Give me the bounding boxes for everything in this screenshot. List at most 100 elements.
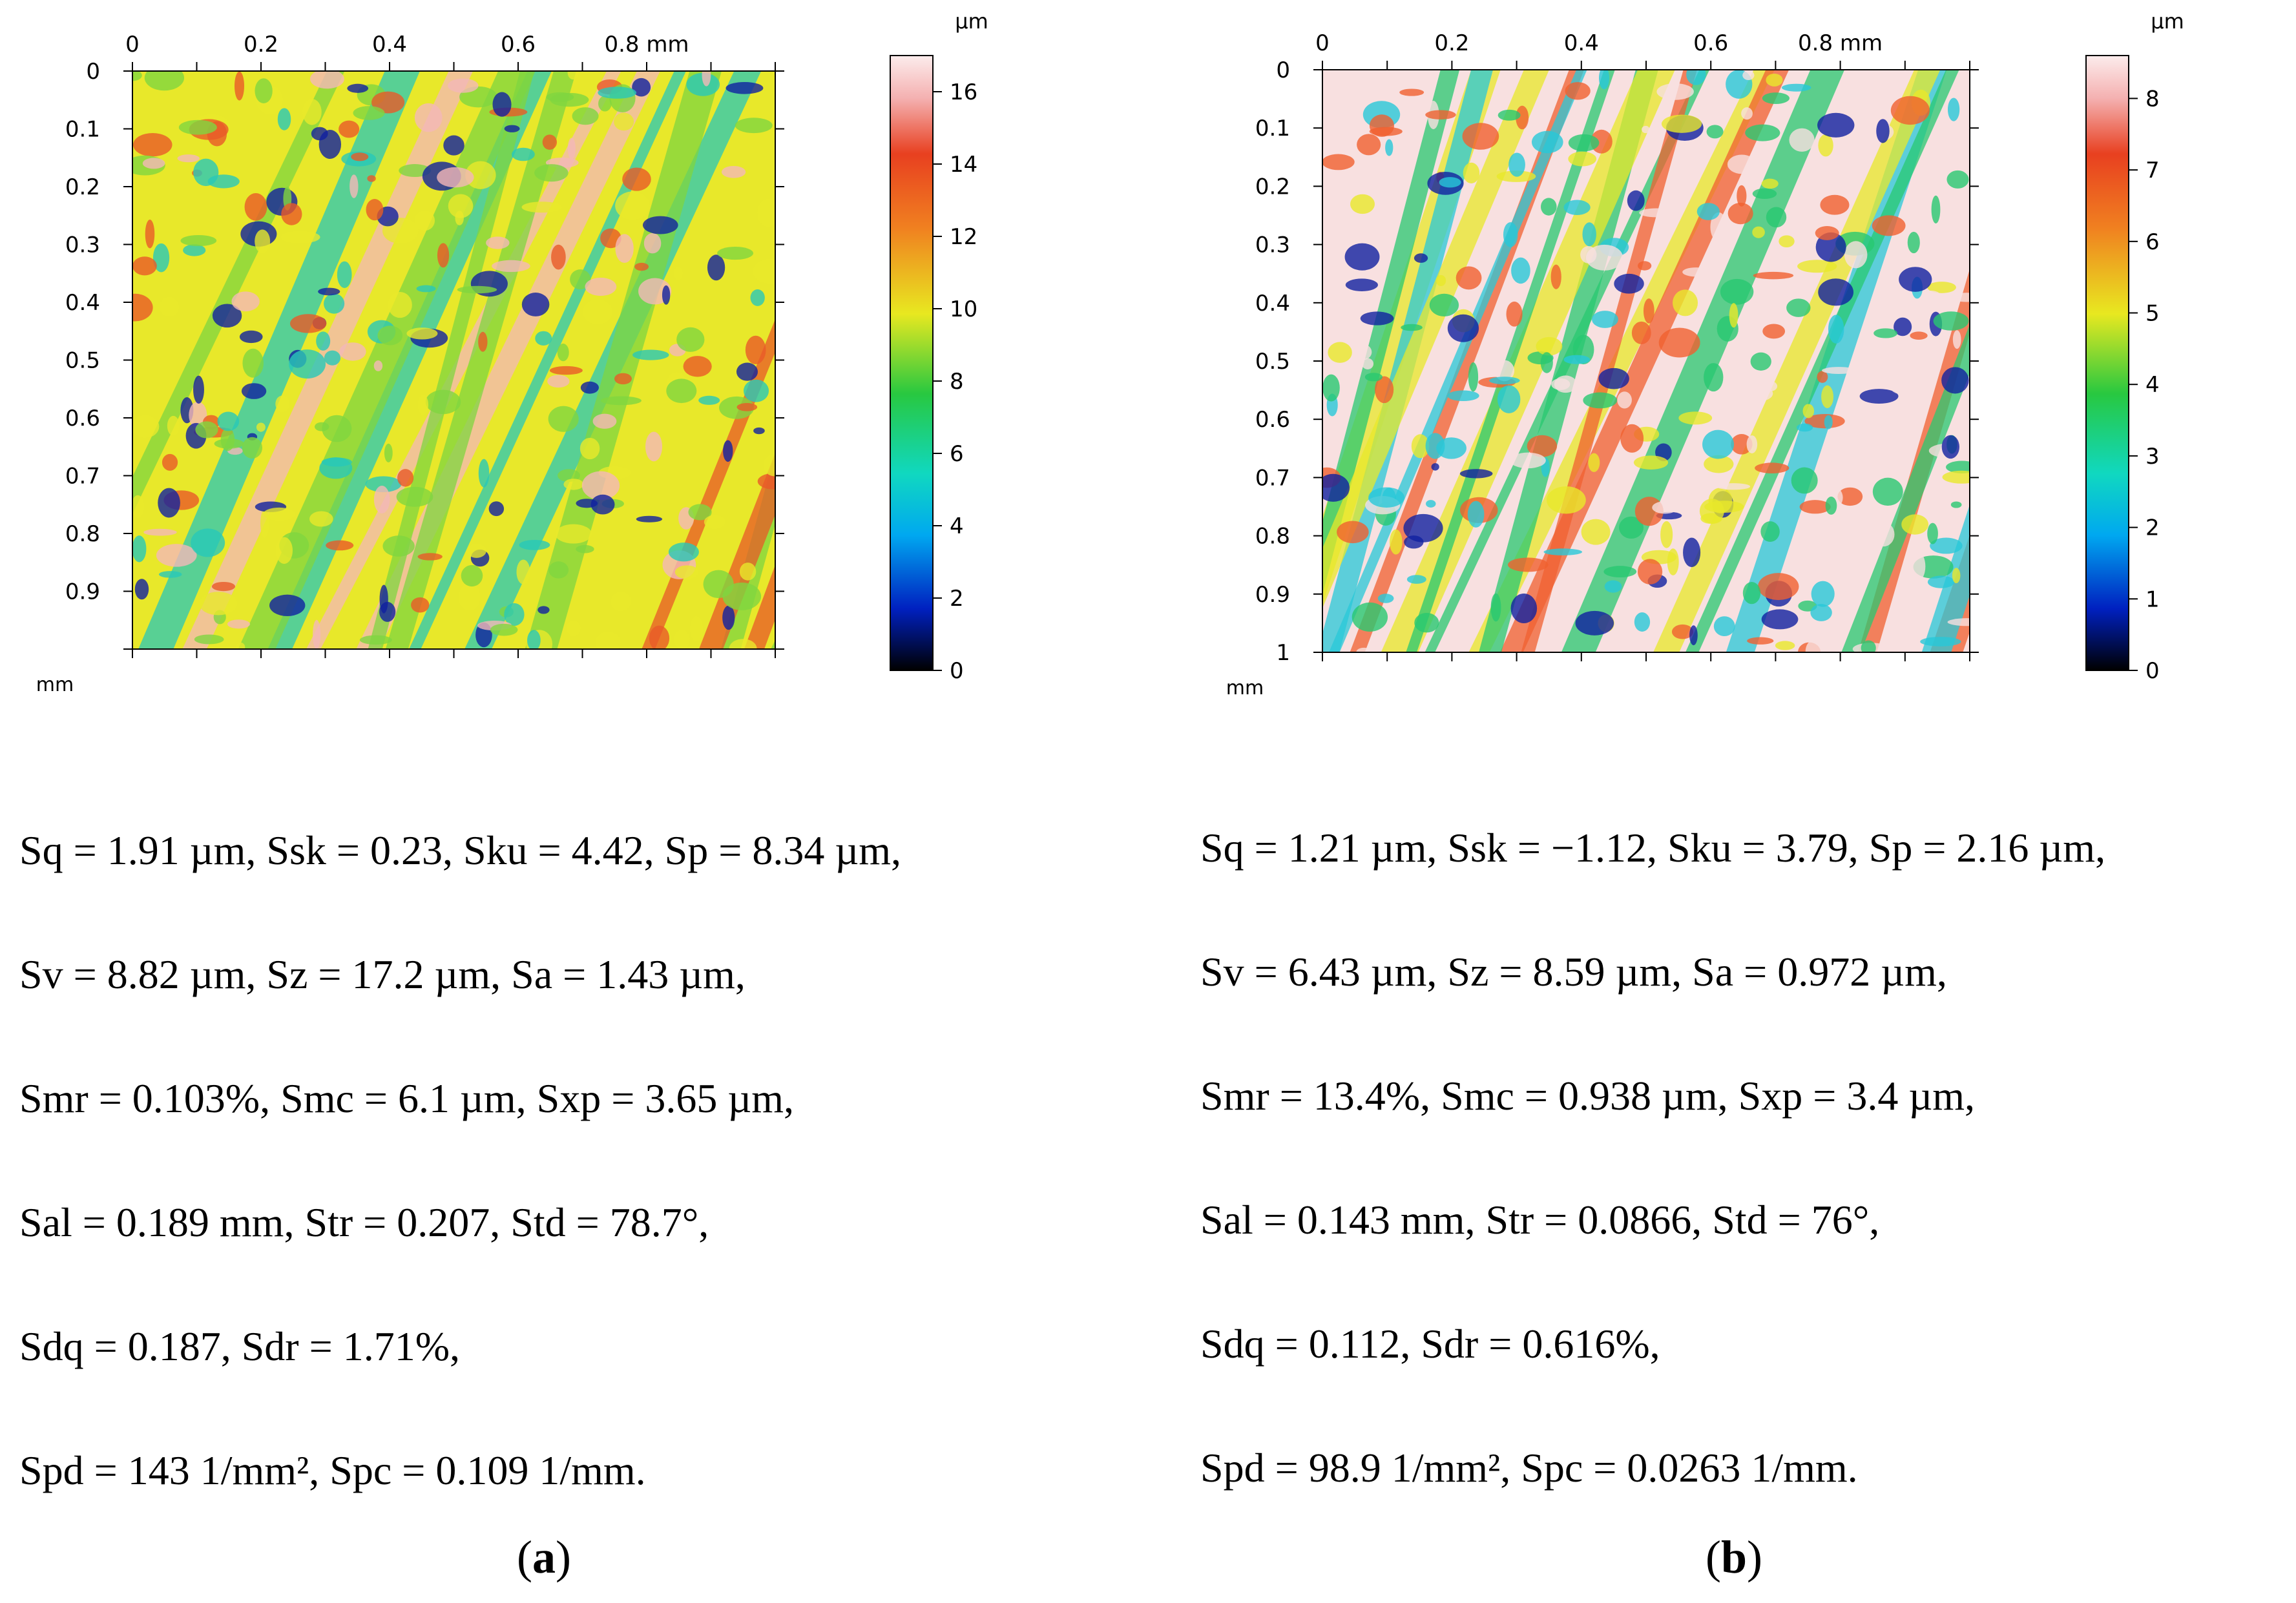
blob <box>1901 514 1929 535</box>
blob <box>347 83 369 93</box>
blob <box>1678 411 1713 425</box>
blob <box>339 342 366 361</box>
blob <box>1742 582 1761 605</box>
blob <box>1743 385 1773 402</box>
blob <box>1920 637 1961 646</box>
blob <box>1933 355 1942 373</box>
blob <box>1861 640 1876 652</box>
colorbar-tick-label: 8 <box>950 369 964 395</box>
blob <box>1686 70 1706 85</box>
blob <box>132 495 145 519</box>
colorbar-tick-label: 6 <box>2145 229 2160 255</box>
y-tick-label: 1 <box>1276 640 1290 666</box>
blob <box>371 91 405 114</box>
blob <box>314 422 329 431</box>
x-tick-label: 0.2 <box>1434 30 1469 56</box>
blob <box>1467 501 1485 528</box>
blob <box>1894 317 1912 336</box>
blob <box>1828 315 1844 344</box>
blob <box>572 107 599 125</box>
y-tick-label: 0.5 <box>65 348 100 374</box>
x-tick-label: 0.6 <box>1693 30 1728 56</box>
surface-map-b: 0 0.2 0.4 0.6 0.8 mm 0 0.1 0.2 0.3 0.4 0.5 0.6 0.7 0.… <box>1226 9 2184 699</box>
blob <box>384 443 393 462</box>
streak <box>525 71 722 649</box>
blob <box>1750 352 1771 371</box>
blob <box>1713 616 1735 637</box>
blob <box>1752 226 1765 238</box>
blob <box>1563 355 1591 364</box>
blob <box>615 191 650 220</box>
blob <box>1357 134 1381 156</box>
blob <box>490 623 518 636</box>
blob <box>674 630 691 649</box>
y-tick-label: 0.5 <box>1255 349 1290 375</box>
blob <box>676 327 705 352</box>
blob <box>275 395 290 413</box>
blob <box>736 362 758 381</box>
blob <box>1909 551 1926 581</box>
blob <box>1468 362 1479 392</box>
y-tick-label: 0.8 <box>1255 524 1290 550</box>
blob <box>643 233 662 254</box>
blob <box>519 539 550 550</box>
blob <box>144 71 185 91</box>
blob <box>1322 473 1350 502</box>
blob <box>1716 483 1751 490</box>
blob <box>1431 463 1439 471</box>
blob <box>1568 151 1597 167</box>
blob <box>1762 324 1786 339</box>
blob <box>1497 385 1521 413</box>
blob <box>1506 301 1523 327</box>
blob <box>1947 98 1960 121</box>
blob <box>158 488 180 518</box>
blob <box>1568 134 1600 152</box>
param-line-b5: Sdq = 0.112, Sdr = 0.616%, <box>1200 1321 1660 1367</box>
blob <box>189 401 207 429</box>
blob <box>1930 537 1963 554</box>
streak <box>1350 70 1584 652</box>
blob <box>757 473 775 490</box>
blob <box>1671 624 1694 639</box>
x-tick-label: 0.4 <box>1564 30 1599 56</box>
blob <box>1592 311 1618 328</box>
blob <box>614 112 634 131</box>
blob <box>1781 83 1811 92</box>
blob <box>1704 455 1734 473</box>
blob <box>634 262 649 271</box>
y-tick-label: 0.4 <box>1255 291 1290 316</box>
blob <box>1766 73 1783 87</box>
blob <box>555 524 592 544</box>
blob <box>339 120 360 138</box>
blob <box>478 331 488 352</box>
blob <box>688 504 712 521</box>
blob <box>1872 215 1906 236</box>
blob <box>318 129 342 160</box>
blob <box>220 428 235 451</box>
blob <box>566 620 581 636</box>
blob <box>1426 500 1436 508</box>
blob <box>379 601 396 622</box>
blob <box>1627 190 1645 211</box>
blob <box>1425 110 1456 119</box>
blob <box>1837 487 1863 506</box>
blob <box>1337 521 1369 544</box>
blob <box>1619 516 1644 539</box>
blob <box>167 415 180 436</box>
blob <box>581 471 620 501</box>
blob <box>753 258 775 284</box>
blob <box>1786 298 1811 317</box>
blob <box>193 158 219 187</box>
blob <box>763 454 775 477</box>
blob <box>242 348 264 378</box>
blob <box>1927 575 1955 588</box>
blob <box>256 422 266 432</box>
blob <box>551 244 566 270</box>
blob <box>535 331 552 346</box>
blob <box>1820 194 1850 215</box>
blob <box>757 198 775 227</box>
streak <box>1841 324 1970 652</box>
blob <box>1652 501 1678 514</box>
blob <box>242 437 262 459</box>
blob <box>750 289 765 306</box>
